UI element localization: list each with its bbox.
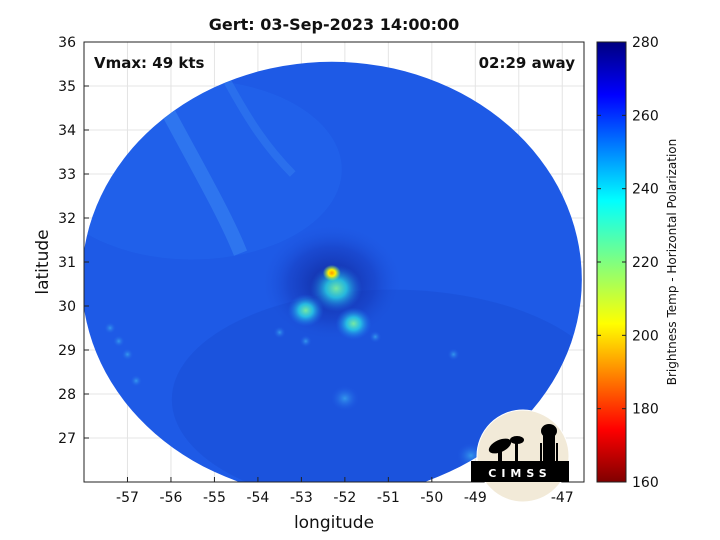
colorbar-tick-label: 180 xyxy=(632,402,659,418)
x-tick-label: -47 xyxy=(551,490,574,506)
x-tick-label: -50 xyxy=(420,490,443,506)
swath-layer xyxy=(84,61,582,482)
logo-silhouette xyxy=(471,424,569,482)
colorbar xyxy=(596,41,627,483)
time-away-annotation: 02:29 away xyxy=(479,54,576,72)
y-tick-label: 34 xyxy=(58,123,76,139)
scatter-cell xyxy=(273,326,286,339)
scatter-cell xyxy=(112,335,125,348)
x-tick-label: -49 xyxy=(464,490,487,506)
scatter-cell xyxy=(121,348,134,361)
colorbar-tick-label: 200 xyxy=(632,328,659,344)
y-tick-label: 29 xyxy=(58,343,76,359)
x-tick-label: -56 xyxy=(160,490,183,506)
feature-rainband-s xyxy=(335,307,372,340)
scatter-cell xyxy=(369,330,382,343)
feature-cell-south xyxy=(330,385,359,411)
y-tick-label: 35 xyxy=(58,79,76,95)
scatter-cell xyxy=(299,335,312,348)
feature-rainband-sw xyxy=(287,294,324,327)
y-tick-label: 36 xyxy=(58,35,76,51)
y-tick-label: 30 xyxy=(58,299,76,315)
x-tick-label: -53 xyxy=(290,490,313,506)
colorbar-tick-label: 280 xyxy=(632,35,659,51)
colorbar-label: Brightness Temp - Horizontal Polarizatio… xyxy=(665,139,679,386)
colorbar-tick-label: 240 xyxy=(632,182,659,198)
logo-text: CIMSS xyxy=(488,467,551,480)
colorbar-tick-label: 220 xyxy=(632,255,659,271)
y-tick-label: 32 xyxy=(58,211,76,227)
y-axis: 27 28 29 30 31 32 33 34 35 36 xyxy=(58,35,89,447)
x-tick-label: -52 xyxy=(333,490,356,506)
x-tick-label: -51 xyxy=(377,490,400,506)
y-tick-label: 31 xyxy=(58,255,76,271)
feature-hot-spot xyxy=(322,264,341,282)
colorbar-tick-label: 160 xyxy=(632,475,659,491)
x-axis-label: longitude xyxy=(294,513,374,533)
y-axis-label: latitude xyxy=(33,229,53,294)
y-tick-label: 33 xyxy=(58,167,76,183)
y-tick-label: 27 xyxy=(58,431,76,447)
vmax-annotation: Vmax: 49 kts xyxy=(94,54,204,72)
chart-title: Gert: 03-Sep-2023 14:00:00 xyxy=(209,15,460,34)
scatter-cell xyxy=(447,348,460,361)
colorbar-ticks: 160 180 200 220 240 260 280 xyxy=(597,35,659,491)
y-tick-label: 28 xyxy=(58,387,76,403)
feature-eyewall-core xyxy=(310,265,363,312)
logo-disc xyxy=(476,409,570,503)
scatter-cell xyxy=(130,374,143,387)
scatter-cell xyxy=(104,322,117,334)
cimss-logo: CIMSS xyxy=(471,409,570,503)
colorbar-tick-label: 260 xyxy=(632,108,659,124)
x-tick-label: -54 xyxy=(246,490,269,506)
x-tick-label: -57 xyxy=(116,490,139,506)
x-tick-label: -55 xyxy=(203,490,226,506)
streak-band xyxy=(223,79,296,177)
